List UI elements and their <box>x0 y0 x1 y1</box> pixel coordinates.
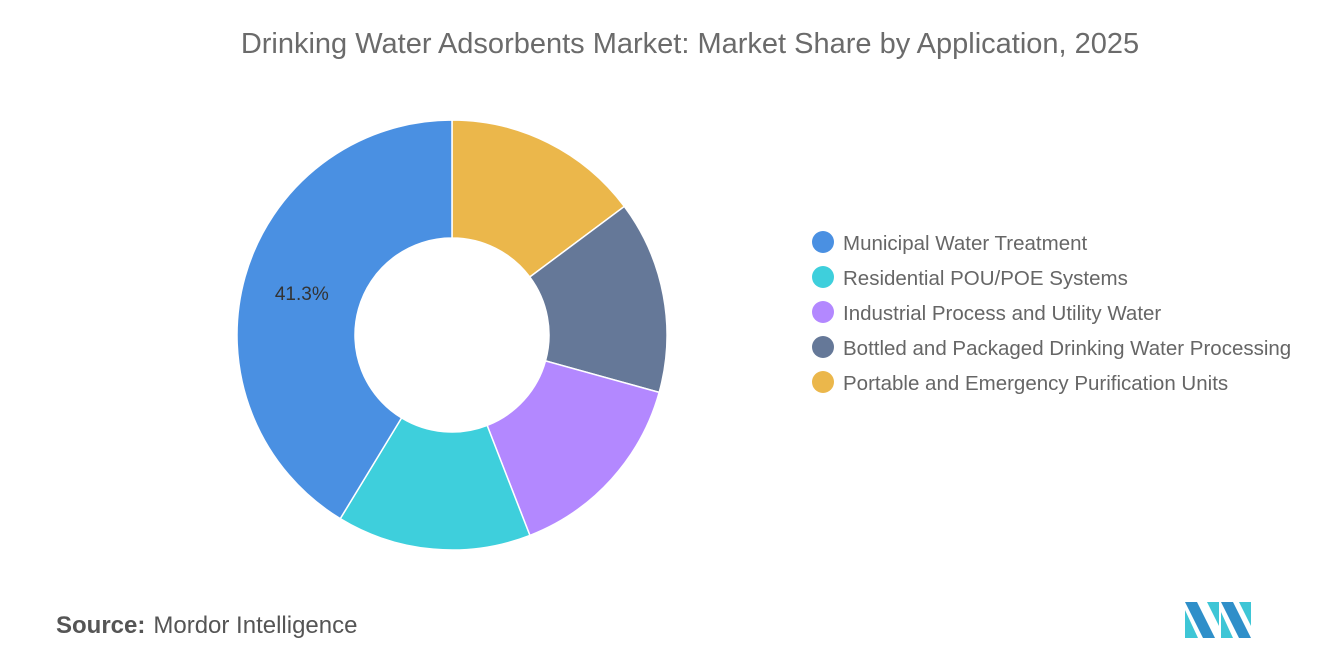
chart-title: Drinking Water Adsorbents Market: Market… <box>240 28 1140 60</box>
legend-label: Municipal Water Treatment <box>843 232 1088 255</box>
source-label: Source: <box>56 612 146 639</box>
legend-dot-icon <box>812 336 834 358</box>
legend-label: Residential POU/POE Systems <box>843 267 1128 290</box>
legend-label: Bottled and Packaged Drinking Water Proc… <box>843 337 1292 360</box>
donut-slice-1 <box>339 416 531 551</box>
donut-chart: 41.3% <box>236 119 668 551</box>
legend-dot-icon <box>812 266 834 288</box>
legend-item: Industrial Process and Utility Water <box>812 300 1292 327</box>
legend-item: Bottled and Packaged Drinking Water Proc… <box>812 335 1292 362</box>
legend-item: Residential POU/POE Systems <box>812 265 1292 292</box>
legend-dot-icon <box>812 231 834 253</box>
data-label: 41.3% <box>275 284 329 305</box>
legend-label: Portable and Emergency Purification Unit… <box>843 372 1229 395</box>
donut-slice-2 <box>486 359 661 537</box>
legend: Municipal Water Treatment Residential POU… <box>812 230 1292 405</box>
donut-slice-0 <box>236 119 453 520</box>
mordor-logo-icon <box>1185 602 1251 638</box>
legend-dot-icon <box>812 301 834 323</box>
legend-dot-icon <box>812 371 834 393</box>
legend-label: Industrial Process and Utility Water <box>843 302 1162 325</box>
donut-slice-3 <box>528 205 668 394</box>
legend-item: Portable and Emergency Purification Unit… <box>812 370 1292 397</box>
legend-item: Municipal Water Treatment <box>812 230 1292 257</box>
source-value: Mordor Intelligence <box>153 612 358 639</box>
source-note: Source: Mordor Intelligence <box>56 612 357 640</box>
